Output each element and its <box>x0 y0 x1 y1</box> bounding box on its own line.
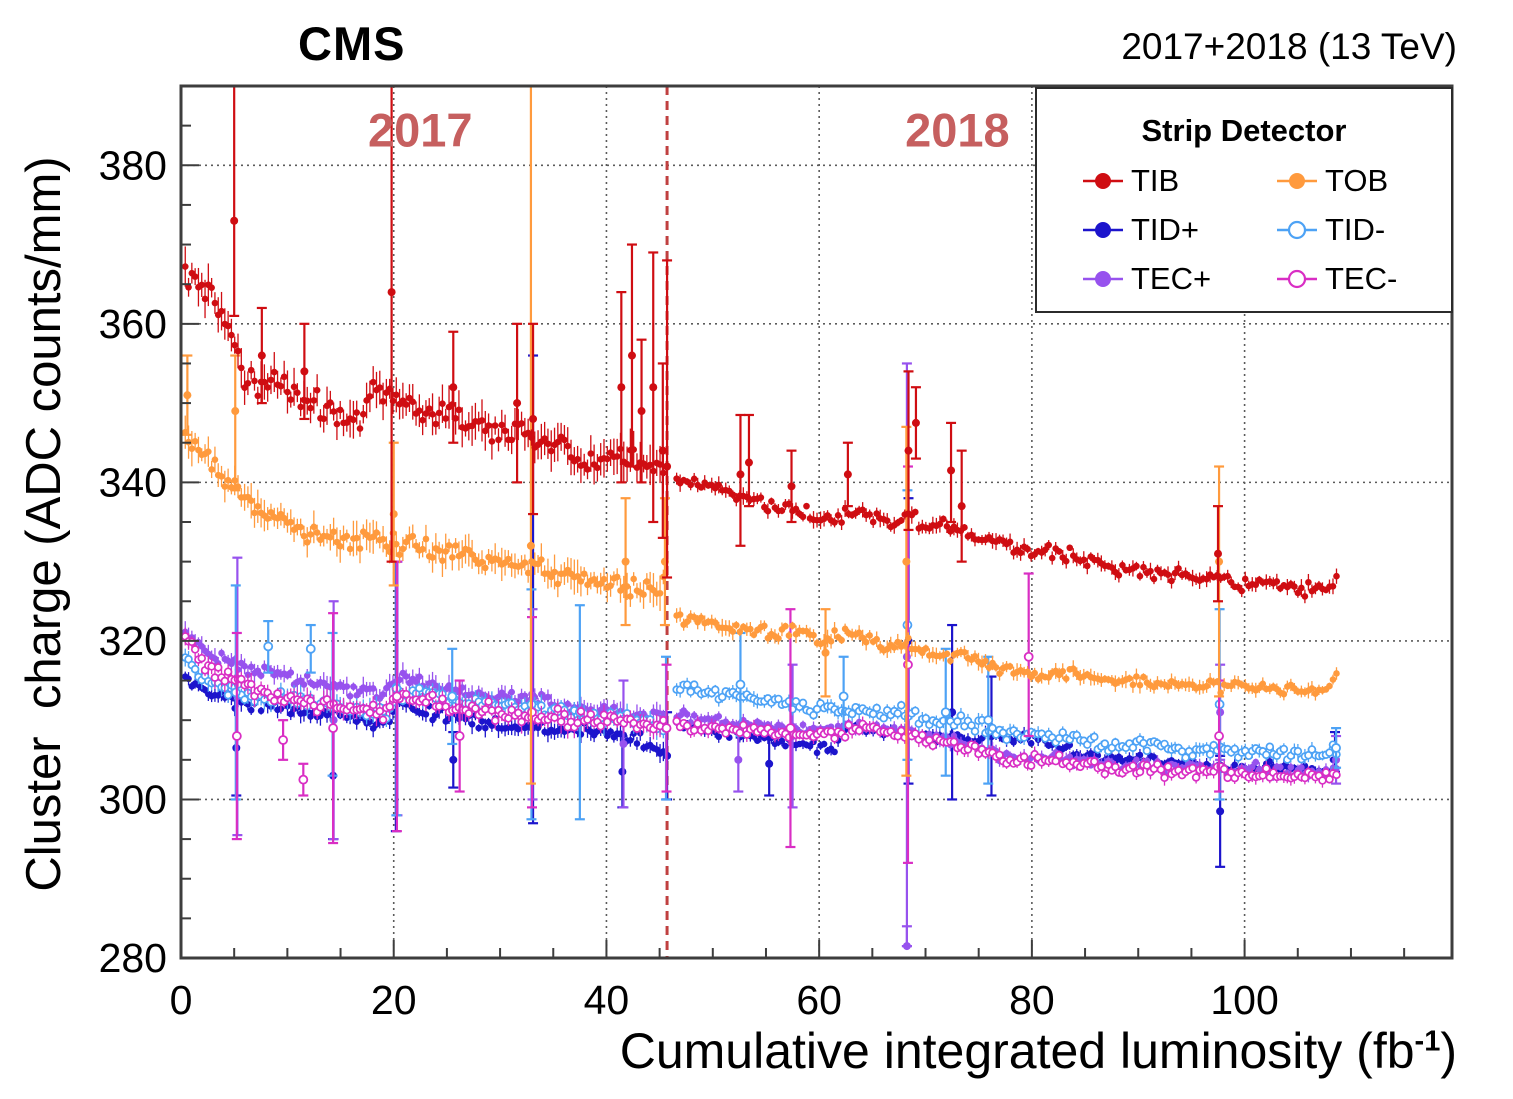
x-axis-label-text: Cumulative integrated luminosity (fb <box>619 1023 1415 1079</box>
tec+-marker-icon <box>1083 271 1123 287</box>
legend-entry-tecminus: TEC- <box>1275 261 1397 297</box>
legend: Strip Detector TIB TOB TID+ TID- TEC+ TEC- <box>1035 87 1453 313</box>
svg-text:20: 20 <box>371 977 417 1023</box>
legend-entry-label: TEC+ <box>1131 261 1212 296</box>
legend-title: Strip Detector <box>1141 113 1347 148</box>
x-axis-label-sup: -1 <box>1414 1025 1441 1058</box>
x-axis-label: Cumulative integrated luminosity (fb-1) <box>620 1022 1457 1080</box>
series-tob <box>181 86 1340 785</box>
era-label-2018: 2018 <box>905 103 1010 157</box>
svg-text:0: 0 <box>170 977 193 1023</box>
legend-entry-label: TEC- <box>1325 261 1398 296</box>
legend-entry-tidminus: TID- <box>1275 212 1385 248</box>
tec--marker-icon <box>1277 269 1317 289</box>
legend-entry-tob: TOB <box>1275 163 1388 199</box>
svg-text:280: 280 <box>99 935 167 981</box>
svg-text:320: 320 <box>99 618 167 664</box>
svg-text:360: 360 <box>99 301 167 347</box>
svg-text:80: 80 <box>1009 977 1055 1023</box>
svg-text:60: 60 <box>796 977 842 1023</box>
svg-text:100: 100 <box>1210 977 1278 1023</box>
legend-entry-label: TOB <box>1325 163 1389 198</box>
legend-entry-label: TID+ <box>1131 212 1200 247</box>
series-tib <box>181 86 1340 604</box>
tid+-marker-icon <box>1083 222 1123 238</box>
energy-label: 2017+2018 (13 TeV) <box>1121 26 1457 67</box>
y-axis-label: Cluster charge (ADC counts/mm) <box>17 156 71 892</box>
series-tecm <box>181 465 1341 864</box>
chart-title: CMS <box>298 17 406 70</box>
axis-ticks <box>180 124 1406 959</box>
series-tidp <box>181 354 1341 868</box>
tob-marker-icon <box>1277 173 1317 189</box>
tib-marker-icon <box>1083 173 1123 189</box>
era-label-2017: 2017 <box>368 103 473 157</box>
x-axis-label-close: ) <box>1440 1023 1457 1079</box>
legend-entry-label: TIB <box>1131 163 1180 198</box>
axis-tick-labels: 0 20 40 60 80 100 280 300 320 340 360 380 <box>99 142 1279 1023</box>
svg-text:300: 300 <box>99 776 167 822</box>
legend-entry-tib: TIB <box>1081 163 1179 199</box>
svg-text:380: 380 <box>99 142 167 188</box>
series-tecp <box>181 362 1342 951</box>
svg-text:40: 40 <box>584 977 630 1023</box>
legend-entry-tidplus: TID+ <box>1081 212 1199 248</box>
legend-entry-tecplus: TEC+ <box>1081 261 1211 297</box>
tid--marker-icon <box>1277 220 1317 240</box>
legend-entry-label: TID- <box>1325 212 1386 247</box>
svg-text:340: 340 <box>99 459 167 505</box>
